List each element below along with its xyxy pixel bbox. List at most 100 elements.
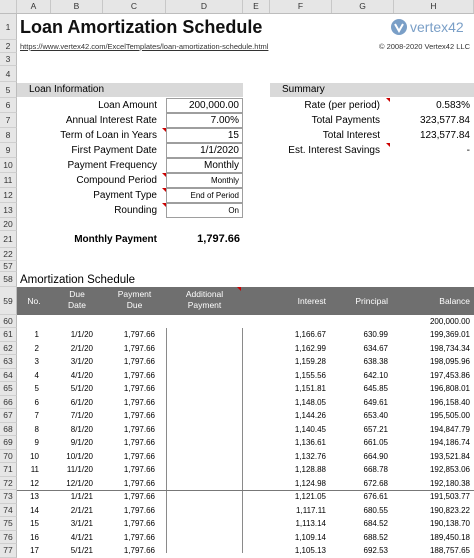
loan-term-input[interactable]: 15 <box>166 128 243 143</box>
row-header[interactable]: 68 <box>0 422 17 436</box>
row-header[interactable]: 61 <box>0 328 17 342</box>
row-header[interactable]: 66 <box>0 395 17 409</box>
interest: 1,113.14 <box>295 519 326 528</box>
comment-indicator[interactable] <box>386 98 390 102</box>
payment-due: 1,797.66 <box>123 357 155 366</box>
payment-due: 1,797.66 <box>123 451 155 461</box>
principal: 630.99 <box>363 330 388 339</box>
template-link[interactable]: https://www.vertex42.com/ExcelTemplates/… <box>20 42 269 51</box>
principal: 653.40 <box>363 411 388 420</box>
row-header[interactable]: 4 <box>0 66 17 82</box>
row-header[interactable]: 58 <box>0 272 17 287</box>
payment-due: 1,797.66 <box>123 411 155 420</box>
first-payment-date-input[interactable]: 1/1/2020 <box>166 143 243 158</box>
column-header-g[interactable]: G <box>332 0 394 13</box>
row-header[interactable]: 20 <box>0 218 17 231</box>
col-due-date-header: Due Date <box>51 289 103 315</box>
payment-due: 1,797.66 <box>123 330 155 339</box>
row-header[interactable]: 7 <box>0 113 17 128</box>
rounding-select[interactable]: On <box>166 203 243 218</box>
row-header[interactable]: 3 <box>0 53 17 66</box>
select-all-corner[interactable] <box>0 0 17 13</box>
comment-indicator[interactable] <box>162 188 166 192</box>
principal: 638.38 <box>363 357 388 366</box>
balance: 190,823.22 <box>429 505 470 515</box>
row-header[interactable]: 73 <box>0 490 17 504</box>
row-header[interactable]: 21 <box>0 231 17 248</box>
column-header-a[interactable]: A <box>17 0 51 13</box>
additional-payment-column[interactable] <box>166 328 243 553</box>
row-header[interactable]: 75 <box>0 517 17 531</box>
row-header[interactable]: 67 <box>0 409 17 423</box>
payment-number: 4 <box>34 370 39 380</box>
row-header[interactable]: 10 <box>0 158 17 173</box>
row-header[interactable]: 5 <box>0 82 17 98</box>
column-header-bar: A B C D E F G H <box>0 0 474 14</box>
column-header-d[interactable]: D <box>166 0 243 13</box>
principal: 692.53 <box>363 546 388 555</box>
payment-frequency-select[interactable]: Monthly <box>166 158 243 173</box>
row-header[interactable]: 69 <box>0 436 17 450</box>
interest-rate-input[interactable]: 7.00% <box>166 113 243 128</box>
payment-number: 14 <box>30 505 39 515</box>
row-header[interactable]: 65 <box>0 382 17 396</box>
compound-period-label: Compound Period <box>76 175 157 186</box>
row-header[interactable]: 12 <box>0 188 17 203</box>
comment-indicator[interactable] <box>386 143 390 147</box>
payment-type-select[interactable]: End of Period <box>166 188 243 203</box>
comment-indicator[interactable] <box>162 173 166 177</box>
due-date: 9/1/20 <box>70 438 93 447</box>
row-header[interactable]: 11 <box>0 173 17 188</box>
row-header[interactable]: 62 <box>0 341 17 355</box>
comment-indicator[interactable] <box>162 128 166 132</box>
row-header[interactable]: 22 <box>0 248 17 261</box>
column-header-f[interactable]: F <box>270 0 332 13</box>
principal: 668.78 <box>363 465 388 474</box>
row-header[interactable]: 13 <box>0 203 17 218</box>
copyright-text: © 2008-2020 Vertex42 LLC <box>378 42 470 51</box>
row-header[interactable]: 64 <box>0 368 17 382</box>
row-header[interactable]: 59 <box>0 287 17 315</box>
interest: 1,132.76 <box>294 451 326 461</box>
row-header[interactable]: 2 <box>0 40 17 53</box>
row-header[interactable]: 1 <box>0 14 17 40</box>
balance: 192,853.06 <box>429 465 470 474</box>
col-payment-due-header: Payment Due <box>103 289 166 315</box>
row-header[interactable]: 76 <box>0 530 17 544</box>
svg-text:vertex42: vertex42 <box>410 19 464 35</box>
balance: 189,450.18 <box>429 532 470 542</box>
row-header[interactable]: 9 <box>0 143 17 158</box>
interest: 1,159.28 <box>294 357 326 366</box>
column-header-e[interactable]: E <box>243 0 270 13</box>
row-header[interactable]: 70 <box>0 449 17 463</box>
loan-amount-input[interactable]: 200,000.00 <box>166 98 243 113</box>
column-header-c[interactable]: C <box>103 0 166 13</box>
comment-indicator[interactable] <box>162 203 166 207</box>
payment-due: 1,797.66 <box>123 478 155 488</box>
interest: 1,151.81 <box>294 384 326 393</box>
due-date: 1/1/21 <box>70 492 93 501</box>
interest: 1,155.56 <box>294 370 326 380</box>
row-header[interactable]: 6 <box>0 98 17 113</box>
page-title: Loan Amortization Schedule <box>20 17 263 37</box>
column-header-b[interactable]: B <box>51 0 103 13</box>
row-header[interactable]: 77 <box>0 544 17 558</box>
row-header[interactable]: 57 <box>0 261 17 272</box>
row-header[interactable]: 8 <box>0 128 17 143</box>
column-header-h[interactable]: H <box>394 0 474 13</box>
due-date: 4/1/21 <box>70 532 93 542</box>
row-header[interactable]: 71 <box>0 463 17 477</box>
row-header[interactable]: 60 <box>0 315 17 328</box>
row-header[interactable]: 72 <box>0 476 17 490</box>
total-payments-label: Total Payments <box>311 115 380 126</box>
due-date: 6/1/20 <box>70 397 93 407</box>
balance: 188,757.65 <box>429 546 470 555</box>
vertex42-logo[interactable]: vertex42 <box>390 17 470 37</box>
comment-indicator[interactable] <box>237 287 241 291</box>
row-header[interactable]: 74 <box>0 503 17 517</box>
compound-period-select[interactable]: Monthly <box>166 173 243 188</box>
balance: 198,734.34 <box>429 343 470 353</box>
row-header[interactable]: 63 <box>0 355 17 369</box>
interest: 1,166.67 <box>294 330 326 339</box>
